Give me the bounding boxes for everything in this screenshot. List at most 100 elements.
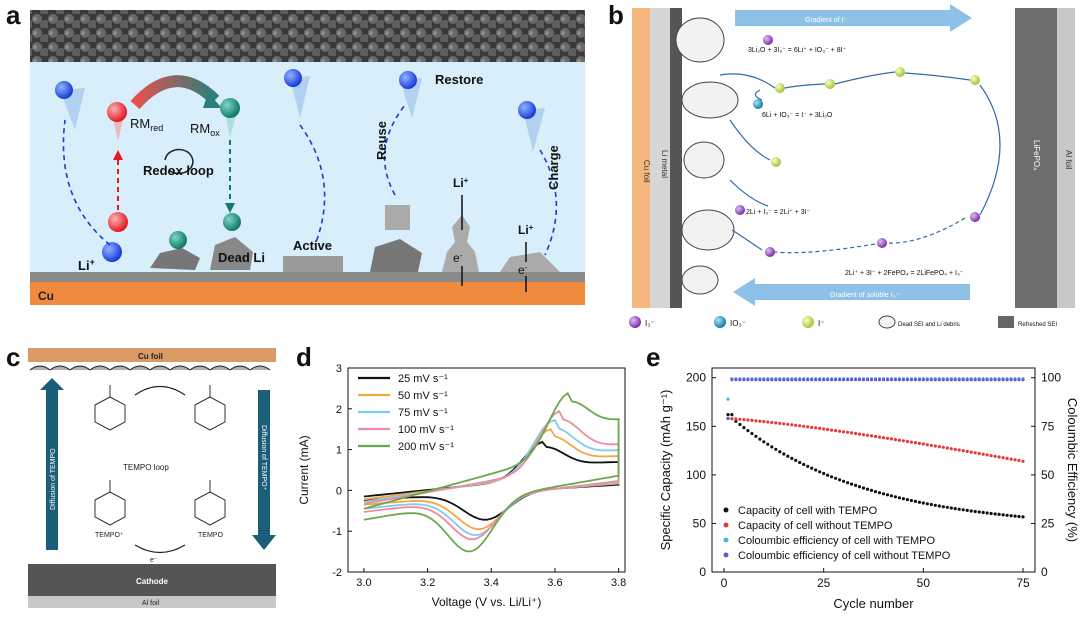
reuse-arc [383, 104, 406, 196]
y-tick-label-2: 0 [336, 485, 342, 497]
cycling-chart: 0 25 50 75 0 50 100 150 200 0 25 50 75 100 Cycle numbe… [658, 367, 1080, 611]
panel-a-label: a [6, 0, 21, 30]
series-1-point [913, 441, 917, 445]
series-1-point [909, 440, 913, 444]
series-3-point [834, 378, 838, 382]
series-0-point [857, 485, 862, 489]
series-1-point [977, 451, 981, 456]
series-3-point [854, 378, 858, 382]
series-0-point [850, 482, 854, 486]
series-1-point [885, 436, 890, 440]
plot-frame [347, 367, 626, 573]
cv-chart: 3.0 3.2 3.4 3.6 3.8 -2 -1 0 1 2 3 Voltage (V vs. Li… [297, 363, 626, 609]
legend-refreshed-sei: Refreshed SEI [1018, 322, 1057, 328]
ion-flow-arrows [719, 71, 1001, 254]
series-1-point [937, 445, 941, 449]
cu-foil-bar [28, 348, 276, 362]
legend-swatch-3 [723, 552, 729, 558]
i3-ion-3 [970, 212, 980, 222]
series-3-point [881, 378, 886, 382]
series-3-point [758, 378, 762, 382]
tempo-molecule-top-right [194, 385, 226, 431]
series-3-point [857, 378, 862, 382]
i-ion-2 [825, 79, 835, 89]
series-0-point [802, 462, 806, 467]
redox-loop-icon [164, 148, 194, 175]
series-2-point [726, 397, 730, 401]
active-label: Active [293, 238, 332, 253]
series-0-point [893, 495, 897, 499]
li-plus-label-2: Li+ [453, 176, 469, 190]
series-3-point [810, 378, 814, 382]
series-3-point [905, 378, 909, 382]
series-1-point [730, 417, 734, 421]
cathode-label: LiFePO₄ [1032, 140, 1041, 170]
series-3-point [969, 378, 973, 382]
series-0-point [814, 468, 818, 472]
legend-label-3: 100 mV s⁻¹ [398, 424, 454, 436]
cu-foil-label: Cu foil [642, 160, 651, 183]
panel-c-label: c [6, 342, 21, 372]
series-3-point [909, 378, 913, 382]
series-0-point [730, 413, 734, 417]
li-ion-cone-1 [55, 81, 85, 130]
series-1-point [834, 429, 838, 433]
panel-a: a Cu Restore RMred RMox [0, 0, 600, 318]
top-reaction-arrow [134, 385, 186, 396]
series-3-point [997, 378, 1001, 382]
series-3-point [949, 378, 953, 382]
series-1-point [993, 454, 997, 458]
series-3-point [869, 378, 874, 382]
dead-li-label: Dead Li [218, 250, 265, 265]
legend-label-3: Coloumbic efficiency of cell without TEM… [738, 550, 951, 562]
series-0-point [877, 491, 882, 495]
sei-debris-row [29, 365, 271, 371]
y-tick-label-4: 200 [686, 371, 706, 385]
charge-arc [539, 149, 558, 256]
rm-ox-ball-lower [169, 231, 187, 249]
panel-b-diagram: Cu foil Li metal LiFePO₄ Al foil Gradien… [629, 4, 1075, 329]
series-0-point [798, 460, 802, 465]
e-minus-label-1: e- [453, 251, 463, 265]
series-1-point [738, 417, 742, 421]
li-plus-label: Li+ [78, 257, 95, 273]
series-3-point [830, 378, 834, 382]
series-0-point [921, 501, 925, 505]
legend-swatch-2 [723, 537, 729, 543]
series-0-point [985, 511, 989, 515]
series-3-point [941, 378, 945, 382]
cu-foil-label: Cu foil [138, 352, 163, 361]
series-0-point [917, 500, 921, 504]
gradient-top-label: Gradient of I⁻ [805, 17, 848, 24]
series-0-point [909, 498, 913, 503]
series-1-point [901, 439, 905, 443]
li-metal-label: Li metal [660, 150, 669, 178]
series-0-point [873, 490, 878, 494]
i3-ion-4 [877, 238, 887, 248]
series-3-point [798, 378, 802, 382]
i-ion-3 [895, 67, 905, 77]
series-3-point [985, 378, 989, 382]
series-1-point [854, 431, 858, 436]
series-0-point [762, 440, 766, 444]
series-1-point [917, 441, 921, 445]
cu-label: Cu [38, 289, 54, 303]
series-0-point [770, 445, 774, 449]
series-0-point [1017, 514, 1021, 519]
series-3-point [770, 378, 774, 382]
series-3-point [1001, 378, 1005, 382]
y-tick-label-1: 50 [693, 516, 707, 530]
series-0-point [750, 431, 754, 436]
charge-deposit [500, 252, 560, 272]
series-0-point [953, 507, 957, 511]
series-0-point [965, 508, 969, 512]
series-1-point [758, 419, 762, 423]
y-tick-label-5: 3 [336, 363, 342, 375]
series-3-point [973, 378, 977, 382]
series-1-point [786, 422, 790, 426]
rm-ox-ball [220, 98, 240, 118]
series-1-point [762, 420, 766, 424]
series-0-point [766, 442, 770, 446]
series-1-point [766, 420, 770, 424]
series-0-point [889, 494, 893, 498]
